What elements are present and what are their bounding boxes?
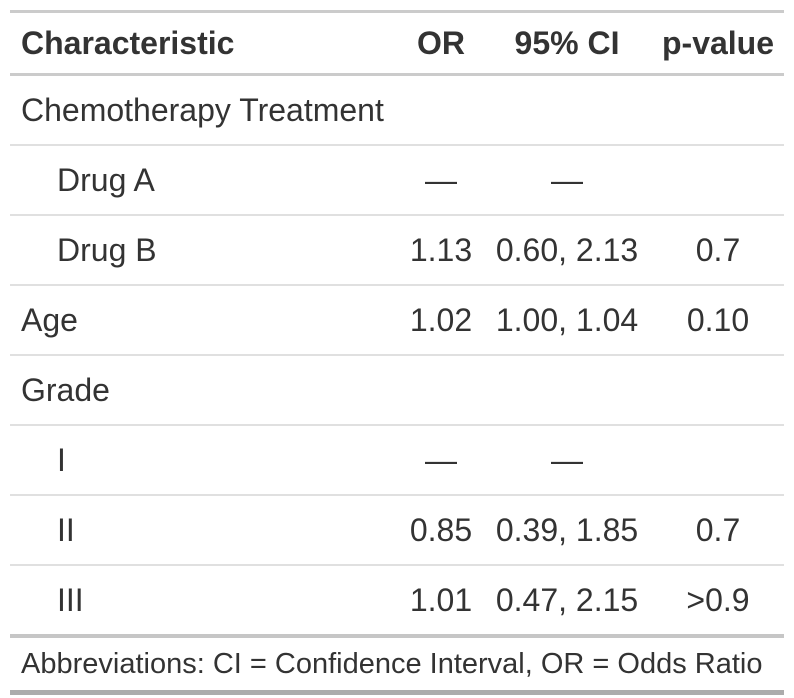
cell-or — [400, 355, 482, 426]
cell-characteristic: III — [10, 565, 400, 638]
table-row-age: Age 1.02 1.00, 1.04 0.10 — [10, 285, 784, 356]
cell-characteristic: I — [10, 425, 400, 496]
table-row-drug-a: Drug A — — — [10, 145, 784, 216]
cell-ci: 0.47, 2.15 — [482, 565, 652, 638]
header-row: Characteristic OR 95% CI p-value — [10, 11, 784, 76]
footnote-row: Abbreviations: CI = Confidence Interval,… — [10, 636, 784, 693]
table-row-grade-ii: II 0.85 0.39, 1.85 0.7 — [10, 495, 784, 566]
table-header: Characteristic OR 95% CI p-value — [10, 11, 784, 76]
cell-pvalue: 0.7 — [652, 495, 784, 566]
cell-pvalue: >0.9 — [652, 565, 784, 638]
abbreviations-footnote: Abbreviations: CI = Confidence Interval,… — [21, 647, 763, 680]
table-row-grade-iii: III 1.01 0.47, 2.15 >0.9 — [10, 565, 784, 638]
cell-characteristic: Grade — [10, 355, 400, 426]
cell-characteristic: Chemotherapy Treatment — [10, 74, 400, 146]
cell-pvalue: 0.10 — [652, 285, 784, 356]
cell-characteristic: Drug A — [10, 145, 400, 216]
table-row-grade: Grade — [10, 355, 784, 426]
cell-ci: 0.39, 1.85 — [482, 495, 652, 566]
cell-or: 0.85 — [400, 495, 482, 566]
cell-or: — — [400, 425, 482, 496]
cell-characteristic: Age — [10, 285, 400, 356]
cell-or — [400, 74, 482, 146]
cell-or: — — [400, 145, 482, 216]
cell-ci: — — [482, 425, 652, 496]
column-header-ci: 95% CI — [482, 11, 652, 76]
cell-pvalue — [652, 145, 784, 216]
cell-ci: 0.60, 2.13 — [482, 215, 652, 286]
column-header-characteristic: Characteristic — [10, 11, 400, 76]
cell-pvalue — [652, 355, 784, 426]
cell-ci — [482, 355, 652, 426]
cell-pvalue: 0.7 — [652, 215, 784, 286]
cell-ci — [482, 74, 652, 146]
cell-ci: 1.00, 1.04 — [482, 285, 652, 356]
table-row-drug-b: Drug B 1.13 0.60, 2.13 0.7 — [10, 215, 784, 286]
cell-ci: — — [482, 145, 652, 216]
column-header-or: OR — [400, 11, 482, 76]
column-header-pvalue: p-value — [652, 11, 784, 76]
cell-or: 1.13 — [400, 215, 482, 286]
cell-or: 1.02 — [400, 285, 482, 356]
table-footer: Abbreviations: CI = Confidence Interval,… — [10, 636, 784, 693]
cell-pvalue — [652, 74, 784, 146]
cell-or: 1.01 — [400, 565, 482, 638]
cell-characteristic: II — [10, 495, 400, 566]
cell-pvalue — [652, 425, 784, 496]
cell-characteristic: Drug B — [10, 215, 400, 286]
table-body: Chemotherapy Treatment Drug A — — Drug B… — [10, 74, 784, 638]
table-row-grade-i: I — — — [10, 425, 784, 496]
table-row-chemotherapy-treatment: Chemotherapy Treatment — [10, 74, 784, 146]
regression-summary-table: Characteristic OR 95% CI p-value Chemoth… — [10, 10, 784, 695]
